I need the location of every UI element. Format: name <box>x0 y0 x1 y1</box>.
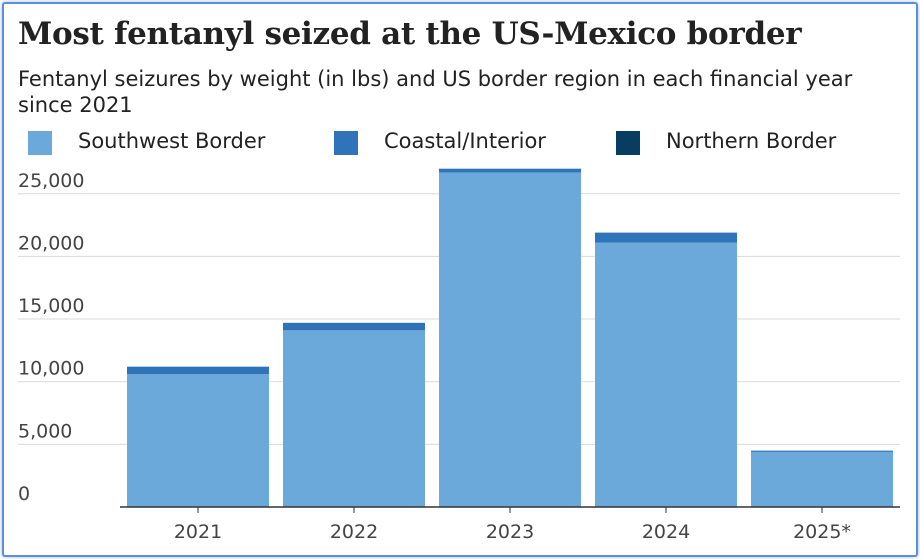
x-tick-label: 2022 <box>330 521 378 543</box>
legend-label-coastal-interior: Coastal/Interior <box>384 129 546 153</box>
bar <box>439 172 581 507</box>
bar <box>127 374 269 507</box>
y-tick-label: 15,000 <box>18 295 84 317</box>
legend-swatch-northern-border <box>616 131 640 155</box>
x-tick-label: 2023 <box>486 521 534 543</box>
y-tick-label: 10,000 <box>18 358 84 380</box>
x-tick-label: 2025* <box>793 521 851 543</box>
bar <box>751 450 893 452</box>
bar <box>439 168 581 173</box>
legend-swatch-coastal-interior <box>334 131 358 155</box>
bar <box>751 451 893 507</box>
y-tick-label: 5,000 <box>18 420 72 442</box>
y-tick-label: 0 <box>18 483 30 505</box>
x-tick-label: 2021 <box>174 521 222 543</box>
x-tick-label: 2024 <box>642 521 690 543</box>
chart-subtitle: Fentanyl seizures by weight (in lbs) and… <box>18 67 853 117</box>
bar <box>595 242 737 507</box>
bar <box>283 322 425 331</box>
bar <box>595 232 737 243</box>
y-tick-label: 20,000 <box>18 232 84 254</box>
y-tick-label: 25,000 <box>18 170 84 192</box>
legend-label-northern-border: Northern Border <box>666 129 837 153</box>
legend-swatch-southwest-border <box>28 131 52 155</box>
bar <box>283 330 425 507</box>
bar-chart: 0 5,000 10,000 15,000 20,000 25,000 2021 2022 20… <box>18 168 900 543</box>
legend-label-southwest-border: Southwest Border <box>78 129 266 153</box>
chart-title: Most fentanyl seized at the US-Mexico bo… <box>18 16 802 52</box>
bar <box>127 366 269 375</box>
